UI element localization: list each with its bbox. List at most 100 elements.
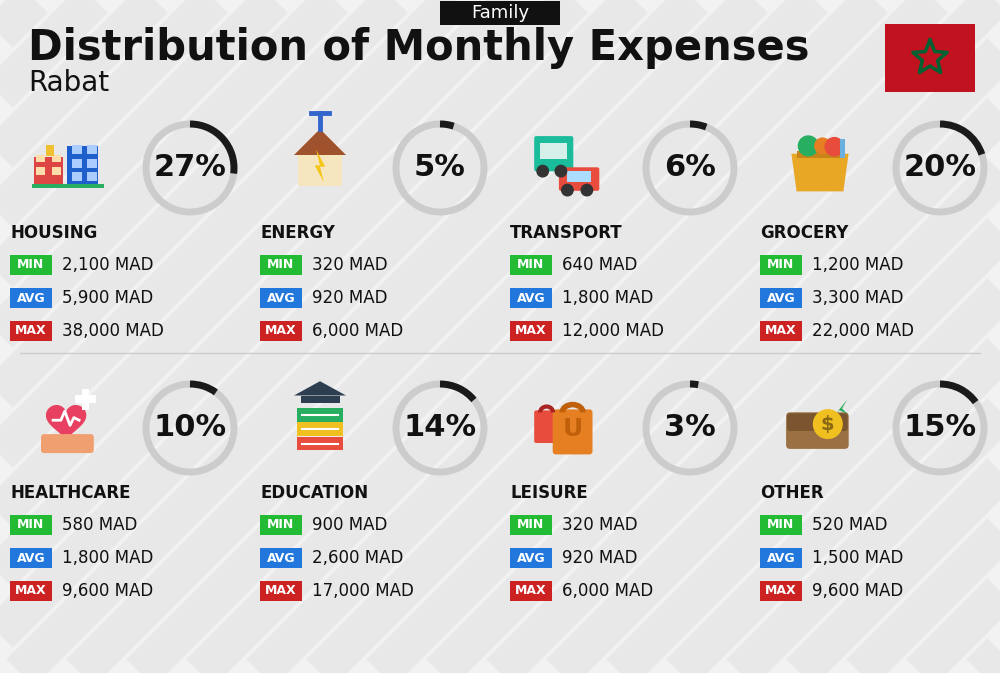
Text: 580 MAD: 580 MAD xyxy=(62,516,137,534)
Text: U: U xyxy=(562,417,583,441)
FancyBboxPatch shape xyxy=(87,145,97,154)
Text: MIN: MIN xyxy=(517,258,545,271)
FancyBboxPatch shape xyxy=(260,288,302,308)
Text: AVG: AVG xyxy=(517,551,545,565)
FancyBboxPatch shape xyxy=(510,581,552,601)
Circle shape xyxy=(562,184,573,196)
Polygon shape xyxy=(791,153,849,191)
Text: ENERGY: ENERGY xyxy=(260,224,335,242)
FancyBboxPatch shape xyxy=(298,155,342,186)
Text: MIN: MIN xyxy=(767,518,795,532)
Text: EDUCATION: EDUCATION xyxy=(260,484,368,502)
Text: 1,500 MAD: 1,500 MAD xyxy=(812,549,903,567)
Circle shape xyxy=(798,136,818,155)
FancyBboxPatch shape xyxy=(10,515,52,535)
FancyBboxPatch shape xyxy=(72,145,82,154)
Text: MAX: MAX xyxy=(265,584,297,598)
Text: 14%: 14% xyxy=(403,413,477,443)
FancyBboxPatch shape xyxy=(82,389,89,410)
FancyBboxPatch shape xyxy=(559,168,599,191)
Text: MIN: MIN xyxy=(267,518,295,532)
Text: 22,000 MAD: 22,000 MAD xyxy=(812,322,914,340)
Polygon shape xyxy=(294,381,346,396)
Text: 38,000 MAD: 38,000 MAD xyxy=(62,322,164,340)
Text: HOUSING: HOUSING xyxy=(10,224,97,242)
FancyBboxPatch shape xyxy=(885,24,975,92)
Text: MAX: MAX xyxy=(15,584,47,598)
Polygon shape xyxy=(837,399,847,414)
Text: MIN: MIN xyxy=(17,258,45,271)
Text: MIN: MIN xyxy=(517,518,545,532)
Text: 640 MAD: 640 MAD xyxy=(562,256,637,274)
Text: Distribution of Monthly Expenses: Distribution of Monthly Expenses xyxy=(28,27,810,69)
FancyBboxPatch shape xyxy=(297,408,343,421)
Text: 27%: 27% xyxy=(154,153,226,182)
Text: MAX: MAX xyxy=(515,324,547,337)
FancyBboxPatch shape xyxy=(510,321,552,341)
FancyBboxPatch shape xyxy=(260,321,302,341)
FancyBboxPatch shape xyxy=(52,167,61,175)
FancyBboxPatch shape xyxy=(840,139,845,157)
Text: 520 MAD: 520 MAD xyxy=(812,516,888,534)
FancyBboxPatch shape xyxy=(32,184,104,188)
Polygon shape xyxy=(294,129,346,155)
Text: 1,800 MAD: 1,800 MAD xyxy=(562,289,653,307)
FancyBboxPatch shape xyxy=(553,409,592,454)
FancyBboxPatch shape xyxy=(41,434,94,453)
Polygon shape xyxy=(47,406,86,441)
Text: TRANSPORT: TRANSPORT xyxy=(510,224,623,242)
FancyBboxPatch shape xyxy=(534,136,573,172)
FancyBboxPatch shape xyxy=(510,548,552,568)
Text: 17,000 MAD: 17,000 MAD xyxy=(312,582,414,600)
FancyBboxPatch shape xyxy=(34,157,63,188)
FancyBboxPatch shape xyxy=(540,143,567,159)
Text: 2,100 MAD: 2,100 MAD xyxy=(62,256,154,274)
Text: AVG: AVG xyxy=(517,291,545,304)
Text: 6,000 MAD: 6,000 MAD xyxy=(562,582,653,600)
FancyBboxPatch shape xyxy=(260,548,302,568)
Text: Rabat: Rabat xyxy=(28,69,109,97)
FancyBboxPatch shape xyxy=(786,413,849,449)
Text: GROCERY: GROCERY xyxy=(760,224,848,242)
FancyBboxPatch shape xyxy=(510,515,552,535)
Circle shape xyxy=(581,184,593,196)
FancyBboxPatch shape xyxy=(52,155,61,162)
Text: 920 MAD: 920 MAD xyxy=(312,289,388,307)
FancyBboxPatch shape xyxy=(72,159,82,168)
FancyBboxPatch shape xyxy=(75,396,96,403)
Text: 12,000 MAD: 12,000 MAD xyxy=(562,322,664,340)
Circle shape xyxy=(815,138,830,153)
FancyBboxPatch shape xyxy=(10,548,52,568)
FancyBboxPatch shape xyxy=(760,288,802,308)
Circle shape xyxy=(825,137,843,155)
Text: 3,300 MAD: 3,300 MAD xyxy=(812,289,904,307)
Text: AVG: AVG xyxy=(767,291,795,304)
Text: 9,600 MAD: 9,600 MAD xyxy=(812,582,903,600)
Text: 900 MAD: 900 MAD xyxy=(312,516,387,534)
FancyBboxPatch shape xyxy=(510,288,552,308)
FancyBboxPatch shape xyxy=(260,255,302,275)
FancyBboxPatch shape xyxy=(510,255,552,275)
FancyBboxPatch shape xyxy=(760,548,802,568)
Text: MIN: MIN xyxy=(767,258,795,271)
FancyBboxPatch shape xyxy=(300,396,340,403)
FancyBboxPatch shape xyxy=(760,321,802,341)
FancyBboxPatch shape xyxy=(260,515,302,535)
Text: 9,600 MAD: 9,600 MAD xyxy=(62,582,153,600)
FancyBboxPatch shape xyxy=(10,288,52,308)
FancyBboxPatch shape xyxy=(297,422,343,436)
FancyBboxPatch shape xyxy=(10,581,52,601)
Circle shape xyxy=(814,410,842,438)
Text: HEALTHCARE: HEALTHCARE xyxy=(10,484,130,502)
Text: 15%: 15% xyxy=(903,413,977,443)
FancyBboxPatch shape xyxy=(760,255,802,275)
Text: $: $ xyxy=(821,415,835,433)
FancyBboxPatch shape xyxy=(797,151,843,158)
Text: MAX: MAX xyxy=(265,324,297,337)
FancyBboxPatch shape xyxy=(787,413,848,431)
FancyBboxPatch shape xyxy=(440,1,560,25)
FancyBboxPatch shape xyxy=(87,172,97,180)
FancyBboxPatch shape xyxy=(10,321,52,341)
Text: 2,600 MAD: 2,600 MAD xyxy=(312,549,403,567)
FancyBboxPatch shape xyxy=(72,172,82,180)
